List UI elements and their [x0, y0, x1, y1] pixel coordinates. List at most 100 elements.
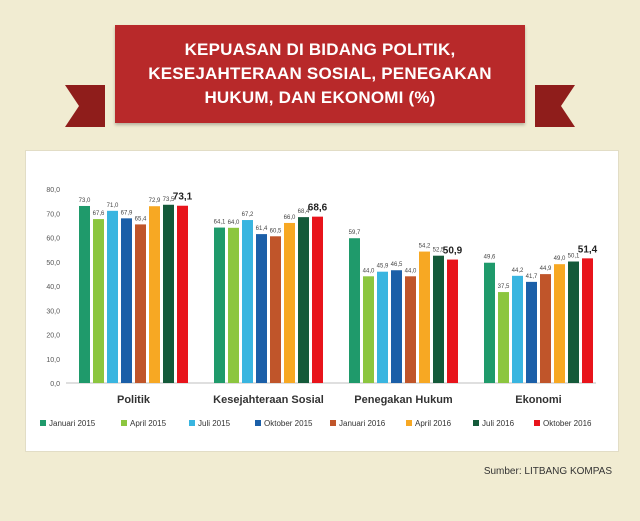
data-label: 73,0: [79, 198, 91, 204]
category-label: Politik: [117, 394, 151, 406]
legend-swatch: [121, 420, 127, 426]
data-label: 54,2: [419, 244, 431, 250]
bar: [363, 276, 374, 383]
y-tick-label: 20,0: [46, 333, 60, 340]
data-label: 65,4: [135, 216, 147, 222]
data-label: 67,6: [93, 211, 105, 217]
data-label: 66,0: [284, 215, 296, 221]
legend-label: April 2015: [130, 419, 167, 428]
data-label: 44,0: [363, 268, 375, 274]
data-label: 73,5: [163, 197, 175, 203]
bar: [135, 224, 146, 383]
bar: [391, 270, 402, 383]
y-tick-label: 30,0: [46, 308, 60, 315]
bar: [214, 227, 225, 383]
y-tick-label: 70,0: [46, 211, 60, 218]
legend-swatch: [330, 420, 336, 426]
legend-label: Oktober 2016: [543, 419, 592, 428]
bar: [312, 216, 323, 383]
bar: [526, 281, 537, 383]
source-note: Sumber: LITBANG KOMPAS: [483, 466, 612, 477]
bar: [498, 292, 509, 383]
legend-swatch: [473, 420, 479, 426]
banner-body: KEPUASAN DI BIDANG POLITIK, KESEJAHTERAA…: [115, 25, 525, 123]
data-label: 50,1: [568, 254, 580, 260]
bar: [256, 234, 267, 383]
data-label: 60,5: [270, 228, 282, 234]
bar: [447, 259, 458, 383]
ribbon-tail-right: [535, 85, 575, 127]
data-label: 41,7: [526, 274, 538, 280]
bar: [349, 238, 360, 383]
data-label: 52,5: [433, 248, 445, 254]
legend-label: Januari 2015: [49, 419, 96, 428]
legend-label: Oktober 2015: [264, 419, 313, 428]
legend-swatch: [406, 420, 412, 426]
data-label: 67,2: [242, 212, 254, 218]
legend-swatch: [255, 420, 261, 426]
chart-panel: 0,0 10,0 20,0 30,0 40,0 50,0 60,0 70,0 80,0 73,0 6…: [25, 150, 619, 452]
y-tick-label: 40,0: [46, 284, 60, 291]
bar: [149, 206, 160, 383]
legend-swatch: [40, 420, 46, 426]
data-label: 72,9: [149, 198, 161, 204]
data-label: 64,0: [228, 220, 240, 226]
data-label: 50,9: [443, 246, 463, 257]
bar: [121, 218, 132, 383]
bar: [484, 262, 495, 383]
data-label: 59,7: [349, 230, 361, 236]
legend-label: Juli 2016: [482, 419, 515, 428]
bar: [163, 204, 174, 383]
bar: [405, 276, 416, 383]
y-tick-label: 60,0: [46, 236, 60, 243]
category-label: Kesejahteraan Sosial: [213, 394, 324, 406]
bar: [540, 274, 551, 383]
y-tick-label: 50,0: [46, 260, 60, 267]
bar: [107, 210, 118, 383]
data-label: 73,1: [173, 192, 193, 203]
data-label: 49,6: [484, 255, 496, 261]
bar: [93, 219, 104, 383]
y-tick-label: 80,0: [46, 187, 60, 194]
y-tick-label: 10,0: [46, 357, 60, 364]
data-label: 68,4: [298, 209, 310, 215]
data-label: 67,9: [121, 210, 133, 216]
bar: [568, 261, 579, 383]
y-tick-label: 0,0: [50, 381, 60, 388]
bar: [298, 217, 309, 383]
bar: [242, 220, 253, 383]
legend-label: Januari 2016: [339, 419, 386, 428]
data-label: 71,0: [107, 203, 119, 209]
legend-label: Juli 2015: [198, 419, 231, 428]
title-banner: KEPUASAN DI BIDANG POLITIK, KESEJAHTERAA…: [65, 25, 575, 127]
category-label: Penegakan Hukum: [354, 394, 453, 406]
data-label: 44,9: [540, 266, 552, 272]
legend-swatch: [534, 420, 540, 426]
bar: [270, 236, 281, 383]
bar: [284, 222, 295, 383]
bar-chart: 0,0 10,0 20,0 30,0 40,0 50,0 60,0 70,0 80,0 73,0 6…: [40, 187, 598, 428]
data-label: 51,4: [578, 244, 598, 255]
bar: [228, 227, 239, 383]
bar: [512, 275, 523, 383]
legend-swatch: [189, 420, 195, 426]
data-label: 44,0: [405, 268, 417, 274]
bar: [433, 255, 444, 383]
data-label: 45,9: [377, 264, 389, 270]
legend-label: April 2016: [415, 419, 452, 428]
data-label: 44,2: [512, 268, 524, 274]
data-label: 46,5: [391, 262, 403, 268]
data-label: 37,5: [498, 284, 510, 290]
bar: [177, 205, 188, 383]
ribbon-tail-left: [65, 85, 105, 127]
bar: [377, 271, 388, 383]
data-label: 68,6: [308, 203, 328, 214]
data-label: 64,1: [214, 220, 226, 226]
bar: [554, 264, 565, 383]
bar: [419, 251, 430, 383]
data-label: 61,4: [256, 226, 268, 232]
data-label: 49,0: [554, 256, 566, 262]
category-label: Ekonomi: [515, 394, 561, 406]
chart-title: KEPUASAN DI BIDANG POLITIK, KESEJAHTERAA…: [148, 40, 492, 107]
bar: [79, 205, 90, 383]
